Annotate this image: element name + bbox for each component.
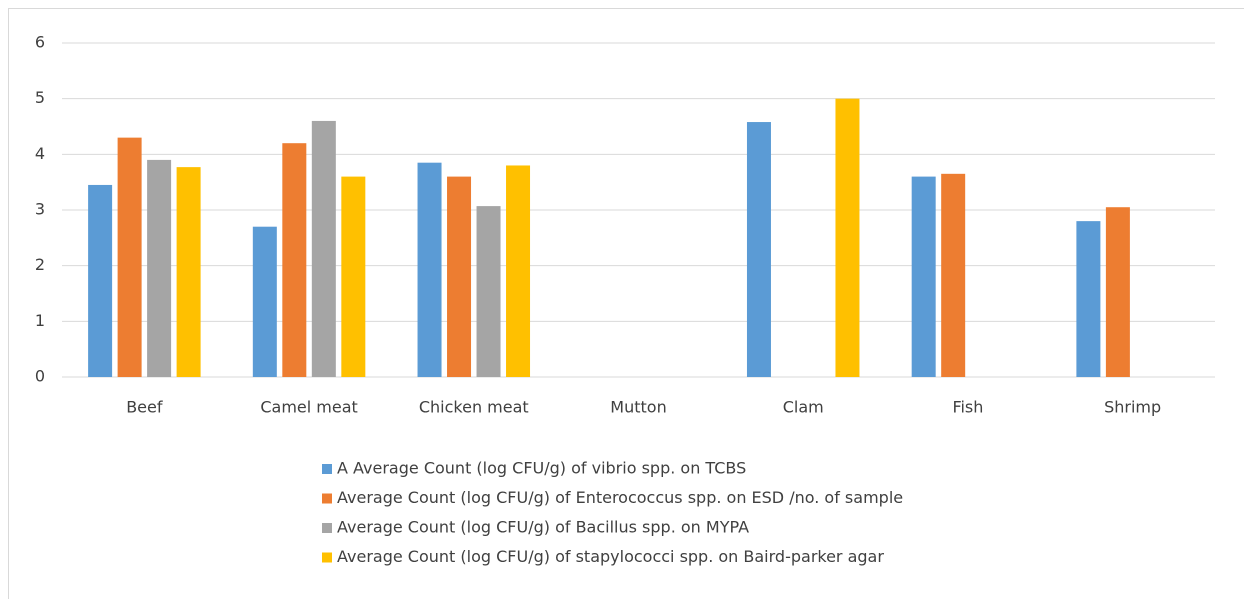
x-tick-label: Chicken meat bbox=[419, 398, 529, 417]
bar bbox=[835, 98, 860, 378]
bar bbox=[117, 137, 142, 377]
bar bbox=[252, 226, 277, 377]
bar bbox=[506, 165, 531, 377]
x-tick-label: Clam bbox=[783, 398, 824, 417]
legend-swatch bbox=[322, 552, 332, 563]
bar bbox=[911, 176, 936, 377]
y-tick-label: 0 bbox=[35, 367, 45, 386]
bar bbox=[1076, 221, 1101, 377]
x-tick-label: Fish bbox=[952, 398, 983, 417]
bar bbox=[311, 120, 336, 377]
bar bbox=[746, 122, 771, 378]
bar bbox=[417, 162, 442, 377]
bar bbox=[176, 167, 201, 377]
y-tick-label: 5 bbox=[35, 88, 45, 107]
legend-label: Average Count (log CFU/g) of Enterococcu… bbox=[337, 488, 903, 507]
x-tick-label: Mutton bbox=[610, 398, 666, 417]
y-tick-label: 6 bbox=[35, 33, 45, 52]
x-tick-label: Camel meat bbox=[260, 398, 357, 417]
legend-label: A Average Count (log CFU/g) of vibrio sp… bbox=[337, 459, 746, 478]
legend-swatch bbox=[322, 493, 332, 504]
x-tick-label: Shrimp bbox=[1104, 398, 1161, 417]
legend-label: Average Count (log CFU/g) of stapylococc… bbox=[337, 547, 884, 566]
x-tick-label: Beef bbox=[126, 398, 163, 417]
bar bbox=[1105, 207, 1130, 377]
bar bbox=[147, 159, 172, 377]
y-tick-label: 2 bbox=[35, 255, 45, 274]
y-tick-label: 3 bbox=[35, 200, 45, 219]
y-tick-label: 1 bbox=[35, 311, 45, 330]
legend-label: Average Count (log CFU/g) of Bacillus sp… bbox=[337, 518, 749, 537]
legend-swatch bbox=[322, 523, 332, 533]
bar bbox=[447, 176, 472, 377]
bar bbox=[941, 173, 966, 377]
bar bbox=[88, 184, 113, 377]
bar bbox=[282, 143, 307, 377]
chart-frame bbox=[8, 8, 1244, 599]
bar bbox=[476, 206, 501, 377]
y-tick-label: 4 bbox=[35, 144, 45, 163]
bar bbox=[341, 176, 366, 377]
legend-swatch bbox=[322, 464, 332, 474]
